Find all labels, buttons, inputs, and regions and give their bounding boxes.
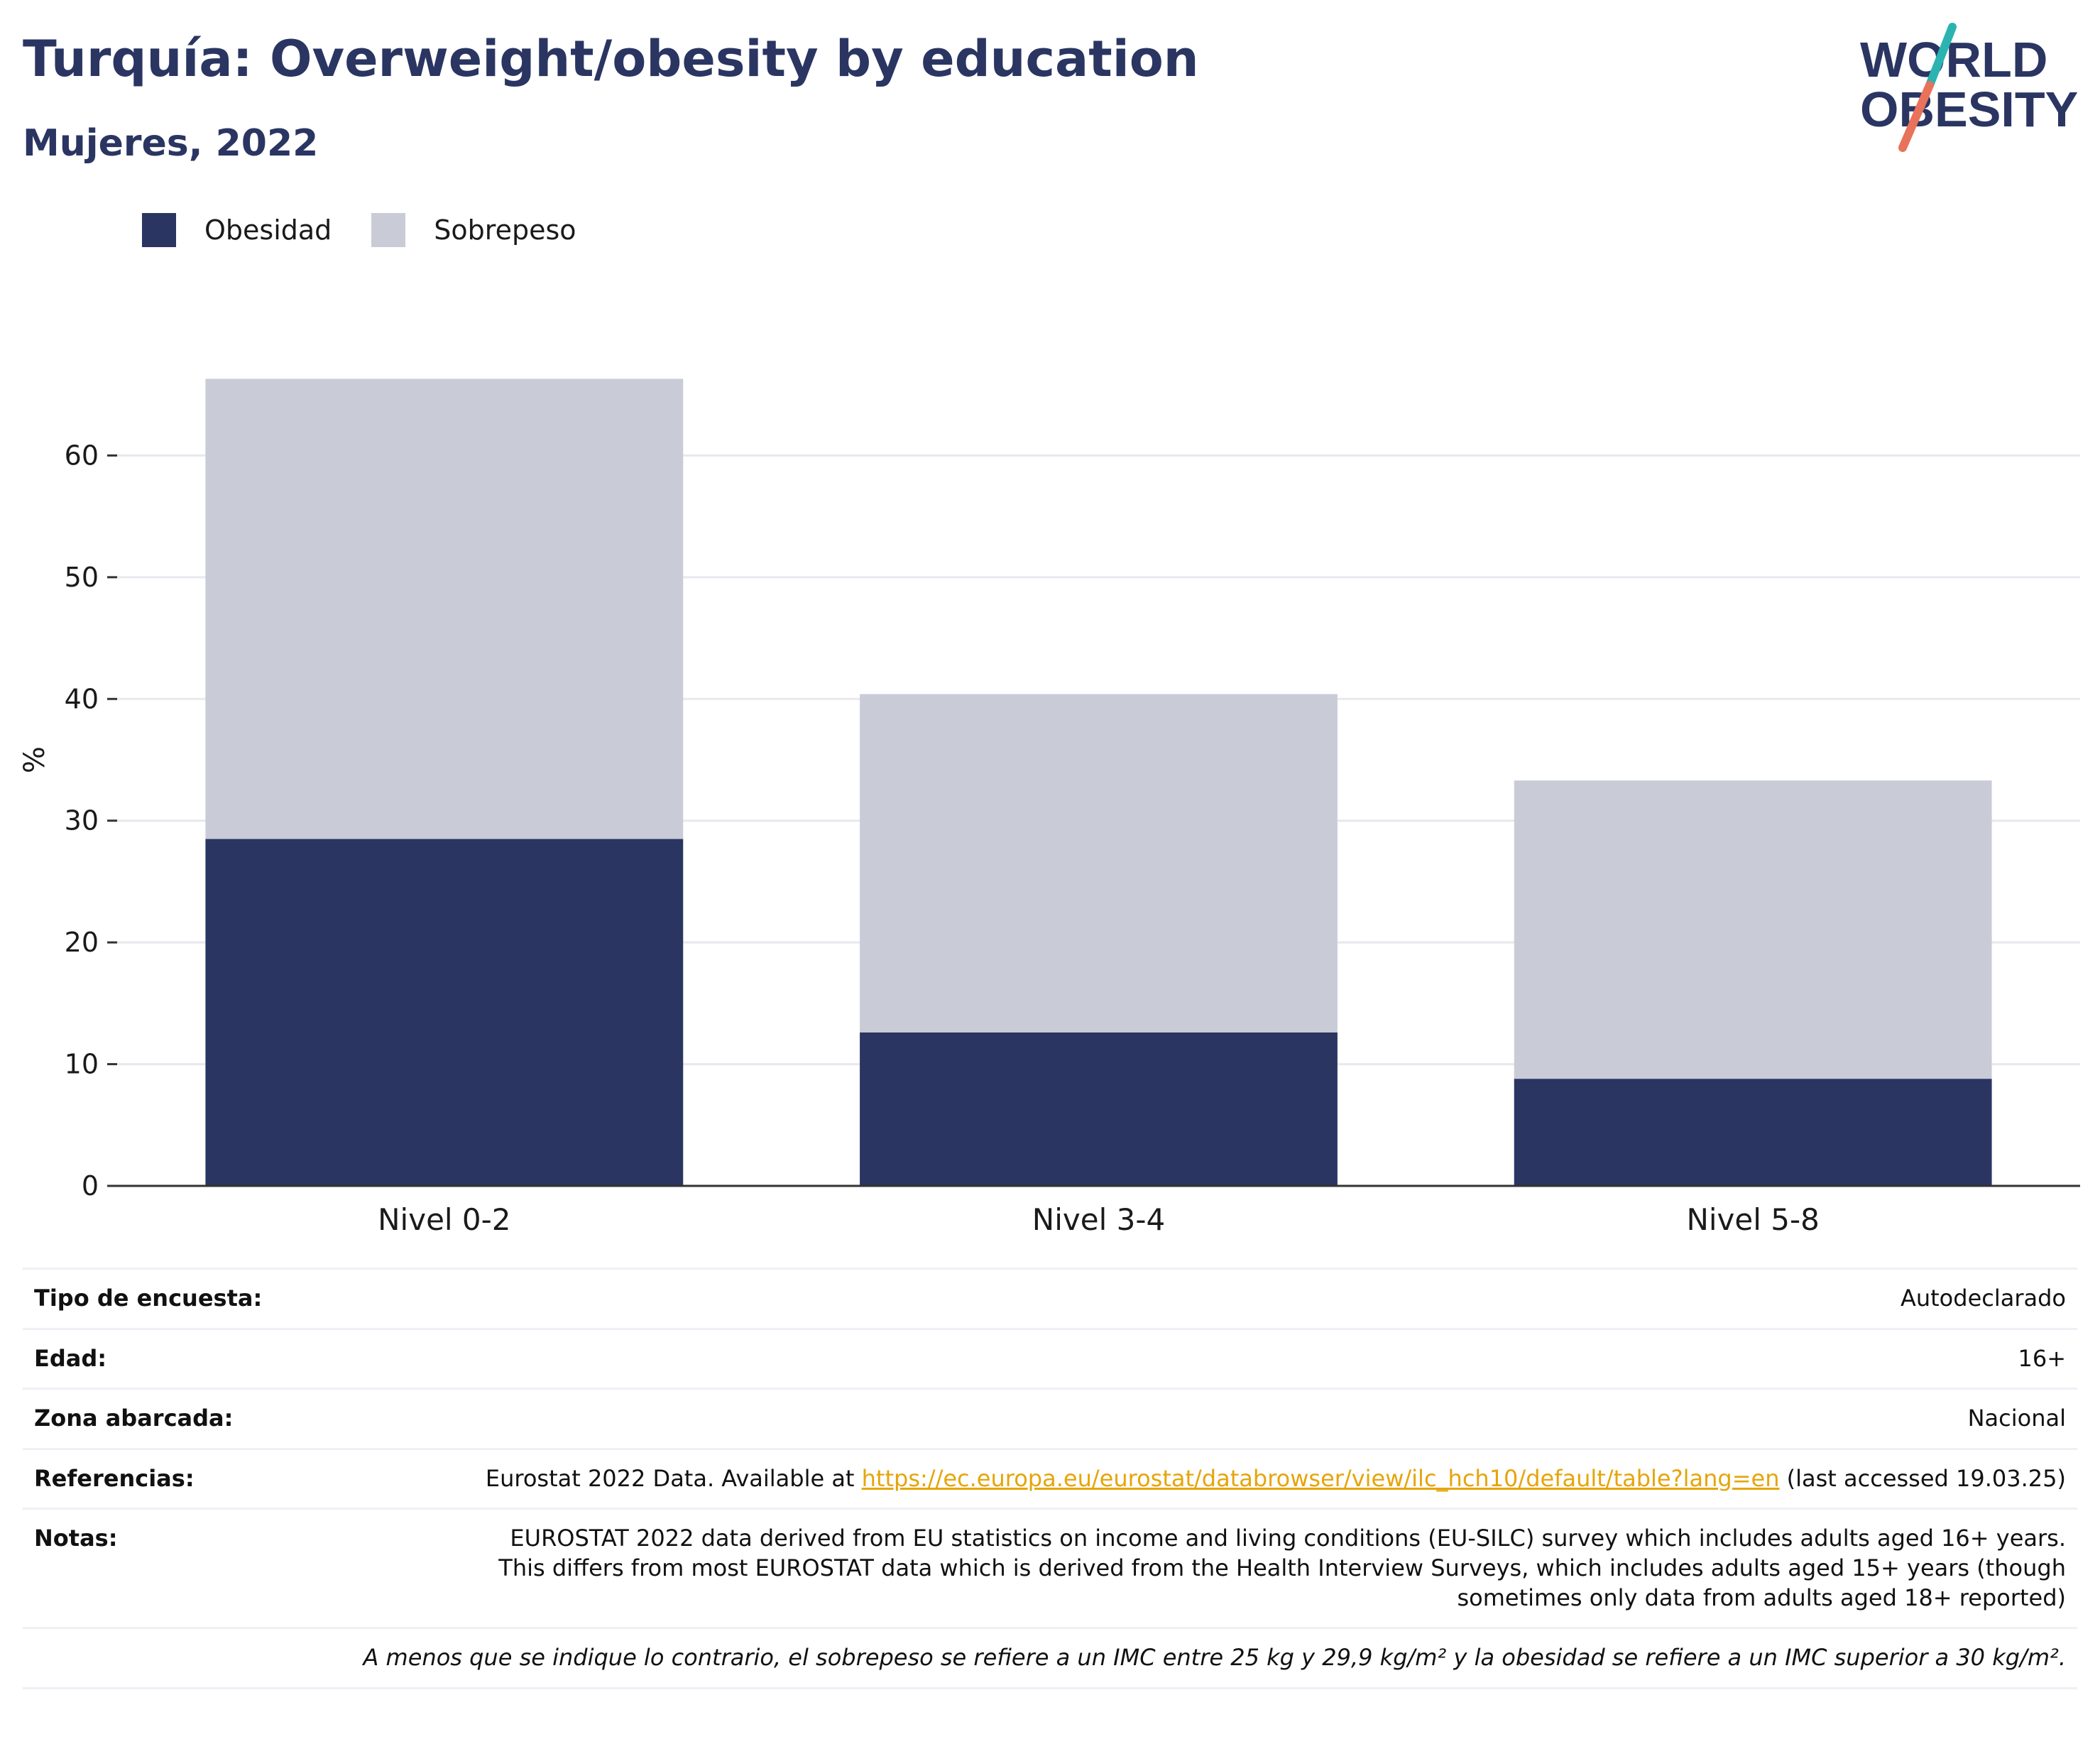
info-row-age: Edad: 16+ <box>23 1327 2077 1389</box>
info-row-footnote: A menos que se indique lo contrario, el … <box>23 1627 2077 1689</box>
info-key: Notas: <box>23 1508 471 1628</box>
notes-value: EUROSTAT 2022 data derived from EU stati… <box>471 1508 2077 1628</box>
world-obesity-logo: WORLD OBESITY <box>1860 23 2078 152</box>
references-suffix: (last accessed 19.03.25) <box>1779 1464 2066 1492</box>
references-prefix: Eurostat 2022 Data. Available at <box>485 1464 862 1492</box>
info-value: Nacional <box>471 1388 2077 1449</box>
chart-legend: Obesidad Sobrepeso <box>142 213 616 247</box>
info-key: Referencias: <box>23 1447 471 1509</box>
legend-swatch-obesidad <box>142 213 176 247</box>
logo-slash-bottom <box>1898 81 1934 152</box>
info-row-references: Referencias: Eurostat 2022 Data. Availab… <box>23 1447 2077 1509</box>
y-tick-label: 60 <box>65 440 99 471</box>
info-key: Tipo de encuesta: <box>23 1268 471 1329</box>
legend-label-obesidad: Obesidad <box>204 214 332 246</box>
y-tick-label: 20 <box>65 927 99 958</box>
chart-subtitle: Mujeres, 2022 <box>23 122 319 165</box>
logo-text-world: WORLD <box>1860 32 2047 87</box>
legend-item-obesidad[interactable]: Obesidad <box>142 213 332 247</box>
x-category-label: Nivel 5-8 <box>1686 1202 1819 1237</box>
info-row-survey-type: Tipo de encuesta: Autodeclarado <box>23 1268 2077 1329</box>
info-row-notes: Notas: EUROSTAT 2022 data derived from E… <box>23 1508 2077 1628</box>
y-axis-title: % <box>18 746 51 773</box>
logo-slash-top <box>1925 23 1957 89</box>
info-table: Tipo de encuesta: Autodeclarado Edad: 16… <box>23 1268 2077 1689</box>
y-tick-label: 40 <box>65 683 99 714</box>
bar-obesidad <box>860 1032 1338 1186</box>
bar-obesidad <box>205 839 684 1186</box>
logo-text-obesity: OBESITY <box>1860 82 2078 137</box>
info-value: 16+ <box>471 1327 2077 1389</box>
footnote: A menos que se indique lo contrario, el … <box>23 1627 2077 1689</box>
y-tick-label: 50 <box>65 562 99 593</box>
bar-sobrepeso <box>860 694 1338 1032</box>
bar-sobrepeso <box>1514 780 1992 1079</box>
info-key: Edad: <box>23 1327 471 1389</box>
bar-sobrepeso <box>205 378 684 839</box>
y-tick-label: 0 <box>82 1170 99 1202</box>
stacked-bar-chart: 0 10 20 30 40 50 60% Nivel 0-2 Nivel 3-4 Nivel 5-… <box>18 378 2080 1237</box>
legend-label-sobrepeso: Sobrepeso <box>434 214 576 246</box>
references-value: Eurostat 2022 Data. Available at https:/… <box>471 1447 2077 1509</box>
references-link[interactable]: https://ec.europa.eu/eurostat/databrowse… <box>861 1464 1780 1492</box>
y-tick-label: 10 <box>65 1049 99 1080</box>
y-tick-label: 30 <box>65 805 99 837</box>
legend-item-sobrepeso[interactable]: Sobrepeso <box>371 213 576 247</box>
bar-obesidad <box>1514 1079 1992 1186</box>
x-category-label: Nivel 0-2 <box>378 1202 510 1237</box>
info-value: Autodeclarado <box>471 1268 2077 1329</box>
info-row-coverage: Zona abarcada: Nacional <box>23 1388 2077 1449</box>
info-key: Zona abarcada: <box>23 1388 471 1449</box>
chart-title: Turquía: Overweight/obesity by education <box>23 30 1199 88</box>
legend-swatch-sobrepeso <box>371 213 406 247</box>
x-category-label: Nivel 3-4 <box>1032 1202 1165 1237</box>
